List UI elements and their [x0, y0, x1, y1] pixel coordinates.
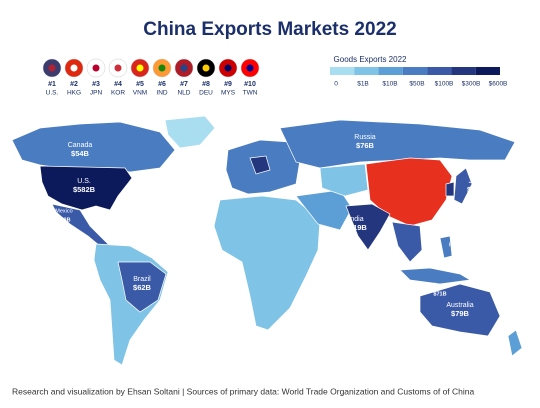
country-value: $71B [433, 291, 446, 297]
country-name: Brazil [133, 276, 151, 283]
flag-accent [202, 64, 210, 72]
country-value: $65B [455, 251, 468, 257]
flag-rank: #6 [158, 81, 166, 88]
flag-code: JPN [90, 90, 103, 97]
country-name: Canada [68, 142, 93, 149]
legend-swatch [475, 67, 500, 75]
flag-rank: #9 [224, 81, 232, 88]
country-name: India [348, 216, 363, 223]
legend-label: $50B [409, 81, 424, 88]
legend-label: $600B [489, 81, 508, 88]
philippines [439, 235, 453, 259]
credit: Research and visualization by Ehsan Solt… [12, 386, 475, 396]
title: China Exports Markets 2022 [143, 19, 396, 40]
flag-code: HKG [67, 90, 81, 97]
flag-code: NLD [177, 90, 190, 97]
flag-code: MYS [221, 90, 236, 97]
flag-code: IND [156, 90, 168, 97]
legend-label: $10B [382, 81, 397, 88]
flag-accent [48, 64, 56, 72]
country-name: Philippines [449, 242, 476, 248]
legend-swatch [451, 67, 476, 75]
africa [213, 195, 321, 331]
legend-swatch [402, 67, 428, 75]
flag-rank: #3 [92, 81, 100, 88]
flag-rank: #10 [244, 81, 256, 88]
country-value: $173B [467, 185, 490, 194]
legend-label: $300B [462, 81, 481, 88]
country-value: $582B [73, 185, 96, 194]
flag-rank: #2 [70, 81, 78, 88]
flag-accent [158, 64, 166, 72]
flag-accent [246, 64, 254, 72]
flag-accent [224, 64, 232, 72]
country-name: Japan [468, 178, 487, 185]
brazil [117, 261, 167, 313]
legend-swatch [354, 67, 379, 75]
flag-rank: #7 [180, 81, 188, 88]
flag-code: KOR [111, 90, 125, 97]
country-value: $54B [71, 149, 90, 158]
country-value: $119B [345, 223, 367, 232]
legend-title: Goods Exports 2022 [334, 55, 407, 64]
country-value: $62B [133, 283, 152, 292]
legend-label: 0 [334, 81, 338, 88]
central-asia [319, 163, 369, 197]
world-map [11, 115, 523, 366]
country-value: $78B [57, 217, 70, 223]
country-name: Mexico [55, 208, 72, 214]
legend-swatch [330, 67, 355, 75]
indonesia [399, 267, 472, 285]
flag-rank: #1 [48, 81, 56, 88]
country-name: Russia [354, 134, 376, 141]
canada [11, 121, 176, 173]
flag-code: DEU [199, 90, 213, 97]
flag-accent [136, 64, 144, 72]
germany [249, 155, 271, 175]
southeast-asia [391, 221, 423, 263]
legend-label: $100B [435, 81, 454, 88]
legend-swatch [427, 67, 452, 75]
flag-accent [180, 64, 188, 72]
flag-code: TWN [243, 90, 258, 97]
usa [39, 165, 133, 211]
country-name: U.S. [77, 178, 91, 185]
legend-swatch [378, 67, 403, 75]
korea [445, 181, 455, 197]
country-name: Australia [446, 302, 473, 309]
flag-code: U.S. [46, 90, 59, 97]
flag-rank: #5 [136, 81, 144, 88]
country-value: $76B [356, 141, 375, 150]
flag-accent [114, 64, 122, 72]
country-value: $79B [451, 309, 470, 318]
india [345, 203, 391, 251]
greenland [164, 115, 216, 149]
flag-rank: #8 [202, 81, 210, 88]
flag-rank: #4 [114, 81, 122, 88]
flag-accent [92, 64, 100, 72]
legend-label: $1B [357, 81, 369, 88]
flag-accent [70, 64, 78, 72]
flag-code: VNM [133, 90, 147, 97]
australia [419, 283, 501, 337]
new-zealand [507, 329, 523, 357]
country-name: Indonesia [428, 282, 453, 288]
